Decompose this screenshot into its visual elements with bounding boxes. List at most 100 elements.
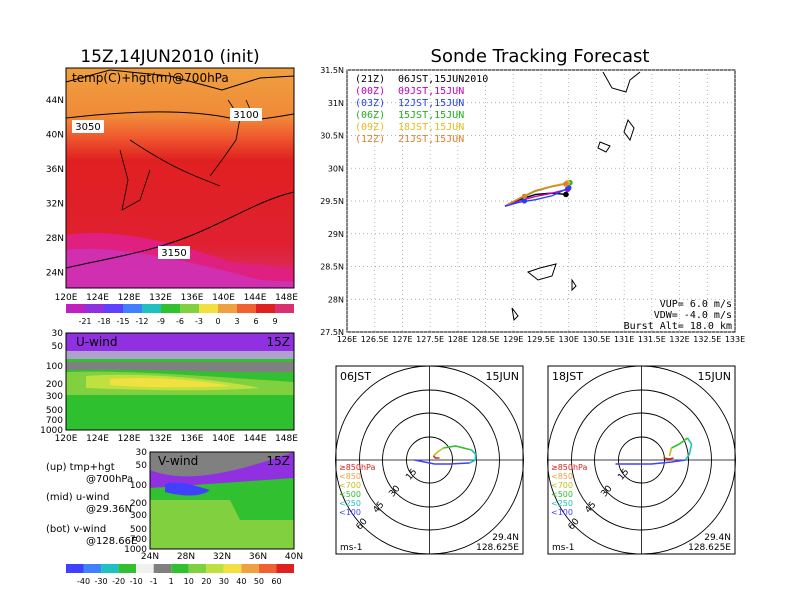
colorbar-swatch — [66, 564, 84, 573]
info-line: VDW= -4.0 m/s — [654, 310, 732, 321]
y-tick-label: 31.5N — [320, 66, 344, 75]
colorbar-swatch — [118, 564, 137, 573]
x-tick-label: 131E — [614, 335, 634, 344]
x-tick-label: 128.5E — [472, 335, 500, 344]
lon-tick-label: 140E — [212, 434, 235, 444]
legend-code: (12Z) — [355, 134, 385, 145]
lon-tick-label: 132E — [149, 293, 172, 303]
hodo-unit: ms-1 — [340, 543, 362, 553]
lat-tick-label: 40N — [285, 552, 303, 562]
colorbar-swatch — [218, 304, 237, 313]
track-chart: (21Z) 06JST,15JUN2010 (00Z) 09JST,15JUN (03Z… — [320, 66, 745, 344]
hodo-date: 15JUN — [485, 370, 519, 383]
y-tick-label: 27.5N — [320, 328, 344, 337]
level-label: <100 — [551, 508, 573, 517]
v-wind-time: 15Z — [267, 454, 291, 468]
legend-text: 21JST,15JUN — [398, 134, 464, 145]
hodo-lon: 128.625E — [688, 543, 731, 553]
info-line: Burst Alt= 18.0 km — [624, 321, 732, 332]
u-wind-time: 15Z — [267, 335, 291, 349]
lon-tick-label: 128E — [118, 434, 141, 444]
colorbar-swatch — [66, 304, 85, 313]
colorbar-label: 40 — [236, 577, 246, 586]
svg-text:3150: 3150 — [161, 248, 186, 259]
x-tick-label: 132.5E — [693, 335, 721, 344]
lon-tick-label: 128E — [118, 293, 141, 303]
lon-tick-label: 144E — [244, 434, 267, 444]
level-label: <500 — [551, 490, 573, 499]
hodo-time: 06JST — [340, 370, 371, 383]
colorbar-swatch — [153, 564, 172, 573]
x-tick-label: 131.5E — [638, 335, 666, 344]
lon-tick-label: 148E — [275, 293, 298, 303]
lon-tick-label: 124E — [86, 293, 109, 303]
contour-label: 3150 — [158, 246, 190, 259]
colorbar-swatch — [223, 564, 242, 573]
lat-tick-label: 36N — [249, 552, 267, 562]
x-tick-label: 127E — [392, 335, 412, 344]
x-tick-label: 129.5E — [527, 335, 555, 344]
y-tick-label: 30N — [328, 164, 344, 173]
hodo-time: 18JST — [552, 370, 583, 383]
hodo-trace — [671, 437, 688, 449]
lat-tick-label: 28N — [46, 234, 64, 244]
colorbar-swatch — [276, 564, 294, 573]
track-mid-point — [521, 193, 527, 199]
colorbar-swatch — [275, 304, 294, 313]
track-mid-point — [521, 198, 527, 204]
colorbar-swatch — [188, 564, 207, 573]
x-tick-label: 129E — [503, 335, 523, 344]
colorbar-label: 1 — [169, 577, 174, 586]
level-label: <250 — [551, 499, 573, 508]
hodo-trace — [432, 455, 440, 459]
colorbar-swatch — [104, 304, 123, 313]
v-wind-label: V-wind — [158, 454, 198, 468]
colorbar-label: 50 — [254, 577, 264, 586]
legend-code: (09Z) — [355, 122, 385, 133]
pressure-tick-label: 50 — [52, 342, 64, 352]
colorbar-swatch — [241, 564, 259, 573]
hodo-trace — [443, 445, 472, 451]
x-tick-label: 126.5E — [361, 335, 389, 344]
temp-colorbar: -21 -18 -15 -12 -9 -6 -3 0 3 6 9 — [66, 304, 294, 326]
hodo-date: 15JUN — [697, 370, 731, 383]
hodo-trace — [684, 437, 693, 461]
legend-text: 09JST,15JUN — [398, 86, 464, 97]
lon-tick-label: 120E — [55, 434, 78, 444]
hodo-trace — [615, 459, 686, 465]
note-mid-2: @29.36N — [86, 504, 132, 515]
colorbar-label: 20 — [201, 577, 211, 586]
x-tick-label: 128E — [448, 335, 468, 344]
colorbar-label: -9 — [157, 317, 165, 326]
colorbar-swatch — [171, 564, 189, 573]
svg-text:3050: 3050 — [75, 122, 100, 133]
colorbar-label: -10 — [130, 577, 143, 586]
pressure-tick-label: 100 — [46, 362, 63, 372]
colorbar-label: -3 — [195, 317, 203, 326]
coastline — [511, 71, 641, 322]
colorbar-swatch — [180, 304, 199, 313]
level-label: <700 — [551, 481, 573, 490]
colorbar-label: 6 — [253, 317, 258, 326]
colorbar-label: -30 — [95, 577, 108, 586]
colorbar-swatch — [101, 564, 119, 573]
colorbar-label: -20 — [112, 577, 125, 586]
hodo-trace — [414, 459, 470, 465]
x-tick-label: 126E — [337, 335, 357, 344]
colorbar-swatch — [136, 564, 154, 573]
hodo-trace — [663, 457, 674, 460]
x-tick-label: 133E — [725, 335, 745, 344]
lon-tick-label: 140E — [212, 293, 235, 303]
track-line — [504, 187, 570, 207]
colorbar-label: -21 — [78, 317, 91, 326]
y-tick-label: 28N — [328, 295, 344, 304]
level-label: ≥850hPa — [551, 463, 588, 472]
colorbar-swatch — [161, 304, 180, 313]
pressure-tick-label: 300 — [130, 511, 147, 521]
colorbar-swatch — [83, 564, 102, 573]
lon-tick-label: 136E — [181, 293, 204, 303]
pressure-tick-label: 1000 — [40, 426, 63, 436]
wind-colorbar: -40 -30 -20 -10 -1 1 10 20 30 40 50 60 — [66, 564, 294, 586]
